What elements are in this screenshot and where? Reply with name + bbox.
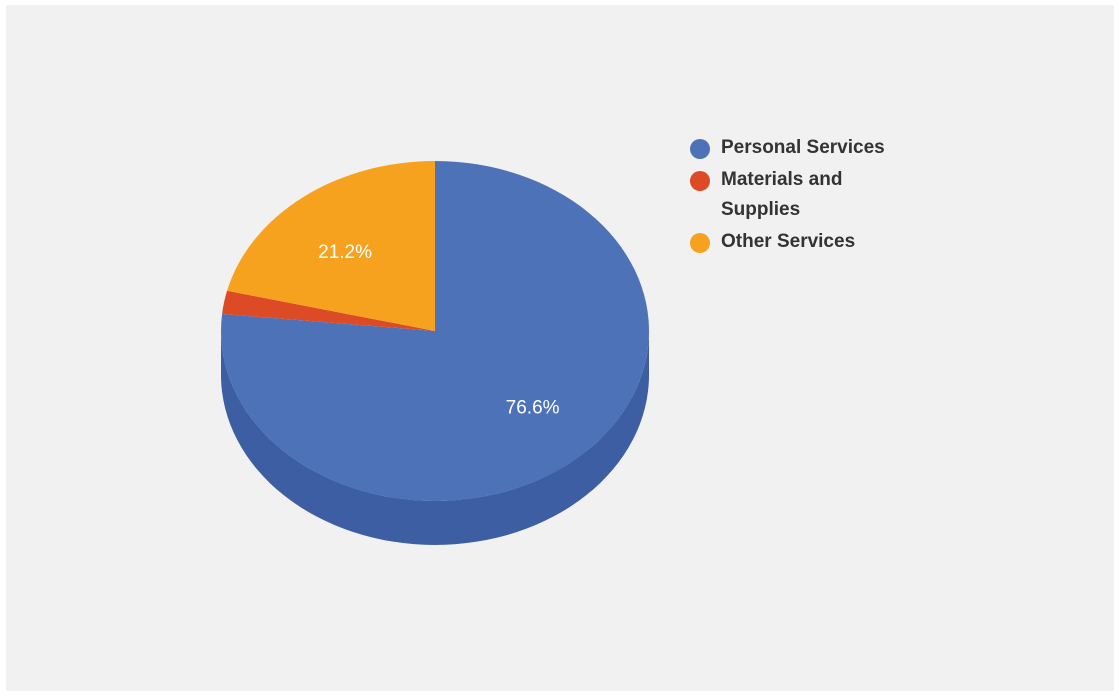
legend: Personal Services Materials and Supplies… — [690, 135, 930, 261]
pie-top — [220, 161, 649, 501]
legend-item-other-services[interactable]: Other Services — [690, 229, 930, 257]
pie-slice-other-services[interactable] — [227, 161, 435, 331]
legend-swatch-materials-and-supplies — [690, 171, 710, 191]
legend-label-materials-and-supplies: Materials and Supplies — [721, 169, 843, 220]
pie-slice-personal-services[interactable] — [220, 161, 649, 501]
pie-label-personal-services: 76.6% — [506, 398, 560, 419]
legend-swatch-personal-services — [690, 139, 710, 159]
pie-slice-materials-and-supplies[interactable] — [222, 290, 435, 331]
pie-labels: 76.6% 21.2% — [318, 242, 559, 419]
legend-label-personal-services: Personal Services — [721, 137, 885, 158]
legend-item-materials-and-supplies[interactable]: Materials and Supplies — [690, 167, 930, 225]
legend-swatch-other-services — [690, 233, 710, 253]
legend-label-other-services: Other Services — [721, 231, 856, 252]
pie-sides — [221, 331, 649, 545]
pie-side-personal-services — [221, 331, 649, 545]
pie-label-other-services: 21.2% — [318, 242, 372, 263]
chart-panel: 76.6% 21.2% Personal Services Materials a… — [6, 5, 1114, 691]
legend-item-personal-services[interactable]: Personal Services — [690, 135, 930, 163]
pie-chart: 76.6% 21.2% — [220, 161, 649, 545]
